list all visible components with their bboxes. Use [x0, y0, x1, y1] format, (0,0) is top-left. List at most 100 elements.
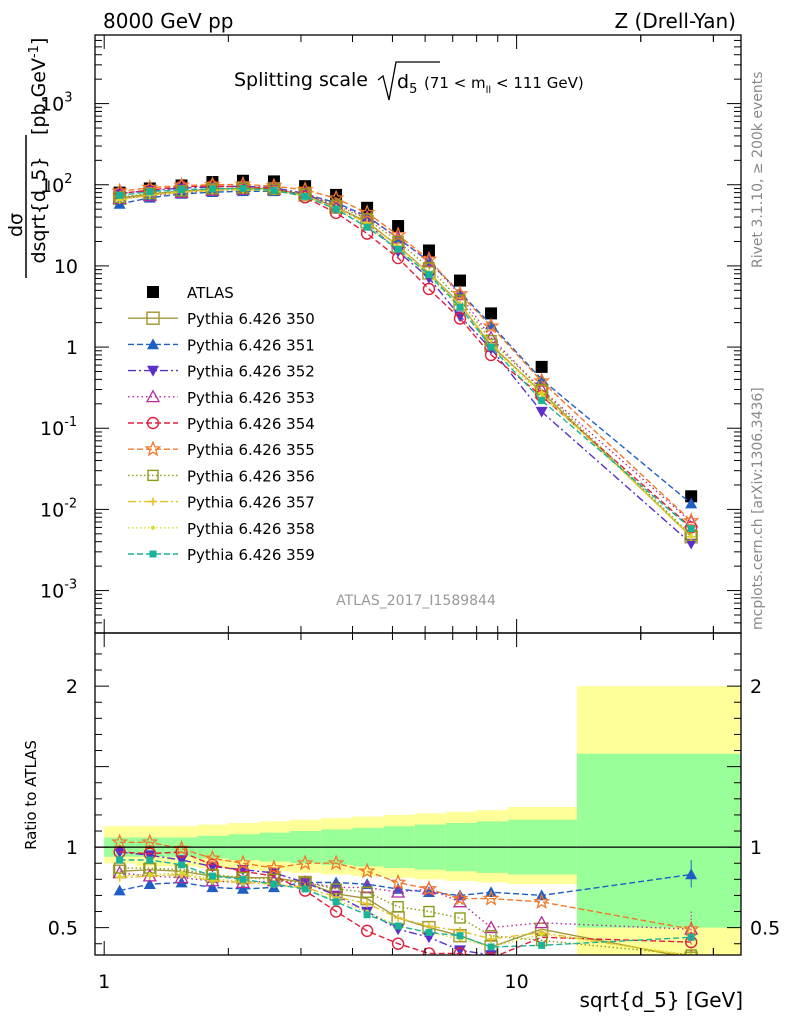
y-label-units-end: ] [28, 38, 50, 45]
legend-entry: Pythia 6.426 358 [128, 520, 315, 538]
legend-label: Pythia 6.426 355 [187, 441, 315, 459]
y-tick-label: 103 [40, 91, 72, 116]
series-4-ratio-point [390, 884, 406, 898]
series-4-ratio-point [328, 880, 344, 893]
series-4-main-line [119, 188, 692, 523]
series-3-ratio-point [175, 855, 188, 867]
series-0-point [422, 244, 435, 257]
series-10-point [116, 191, 124, 199]
series-5-ratio-point [485, 952, 497, 955]
legend-marker [147, 469, 159, 482]
series-5-ratio-point [206, 858, 219, 872]
series-6-ratio-point [265, 859, 283, 876]
series-3-ratio-line [119, 851, 496, 955]
analysis-watermark: ATLAS_2017_I1589844 [336, 593, 496, 609]
series-0-point [535, 360, 548, 373]
series-5-ratio-line [119, 851, 692, 955]
series-2-ratio-point [113, 884, 126, 896]
series-4-ratio-point [421, 881, 437, 895]
series-10-ratio-point [178, 861, 186, 869]
rivet-label: Rivet 3.1.10, ≥ 200k events [750, 71, 766, 268]
legend-entry: ATLAS [147, 284, 234, 302]
y-tick-label: 10-2 [40, 496, 77, 521]
mcplots-label: mcplots.cern.ch [arXiv:1306.3436] [750, 387, 766, 630]
main-panel-frame [94, 34, 742, 634]
legend-label: Pythia 6.426 359 [187, 546, 315, 564]
series-2-ratio-point [206, 881, 219, 893]
series-10-ratio-point [394, 922, 402, 930]
legend-entry: Pythia 6.426 357 [128, 494, 315, 512]
series-10-point [425, 271, 433, 279]
series-6-ratio [111, 833, 700, 937]
legend-marker [144, 440, 162, 457]
title-range-end: < 111 GeV) [491, 74, 583, 92]
series-10-point [208, 185, 216, 193]
header-left: 8000 GeV pp [103, 9, 234, 33]
x-tick-label: 10 [505, 971, 529, 993]
series-6-ratio-point [234, 854, 252, 871]
series-5-ratio-point [422, 947, 436, 955]
y-label-denominator: dsqrt{d_5} [28, 156, 50, 263]
series-10-ratio-point [146, 856, 154, 864]
y-tick-label: 10 [54, 256, 78, 278]
series-9-ratio-point [179, 870, 184, 875]
series-9-ratio-line [119, 872, 692, 955]
legend-label: Pythia 6.426 351 [187, 336, 315, 354]
series-10-point [456, 303, 464, 311]
series-10-point [363, 223, 371, 231]
series-4-ratio-point [174, 870, 189, 884]
series-10-point [394, 245, 402, 253]
series-3-ratio-point [299, 877, 312, 889]
series-5-ratio-point [329, 905, 343, 918]
series-10-point [270, 186, 278, 194]
legend-label: Pythia 6.426 353 [187, 389, 315, 407]
series-6-point [482, 317, 500, 334]
series-6-ratio-point [389, 873, 407, 890]
legend-marker [146, 311, 160, 325]
ratio-uncertainty-band [104, 686, 741, 955]
legend-marker [147, 286, 159, 298]
series-2-ratio-point [143, 878, 156, 889]
series-6-main-line [119, 183, 692, 522]
series-6-ratio-point [296, 854, 314, 871]
series-6-ratio-point [327, 854, 345, 871]
series-10-ratio-point [332, 898, 340, 906]
title-var-sub: 5 [409, 82, 417, 97]
title-range: (71 < m [424, 74, 486, 92]
series-10-point [687, 525, 695, 533]
legend-marker [149, 550, 157, 558]
legend-label: Pythia 6.426 357 [187, 494, 315, 512]
series-7-ratio-point [361, 886, 373, 898]
title-var-group: d5 [397, 71, 417, 97]
series-10-ratio-line [119, 859, 692, 948]
series-6-point [389, 226, 407, 243]
y-label-units: [pb,GeV [28, 58, 50, 135]
series-6-ratio-point [358, 862, 376, 879]
series-2-ratio-point [236, 882, 249, 894]
series-6-point [682, 512, 700, 529]
series-7-ratio-point [685, 949, 697, 955]
series-6-ratio-point [111, 833, 129, 850]
legend-entry: Pythia 6.426 350 [128, 310, 315, 328]
legend-marker [147, 338, 159, 350]
series-10-point [301, 192, 309, 200]
series-6-ratio-point [420, 880, 438, 897]
ratio-y-label: Ratio to ATLAS [22, 740, 40, 850]
series-6-point [327, 189, 345, 206]
series-1-ratio-point [684, 951, 698, 955]
ratio-y-tick-label-right: 2 [750, 676, 762, 698]
series-4-ratio-point [483, 920, 499, 934]
series-8-ratio-line [119, 873, 686, 955]
axis-ticks: 1 10 10-3 10-2 10-1 1 10 102 103 0.5 0.5 1 1 2 2 [40, 34, 780, 993]
series-10-point [538, 396, 546, 404]
title-range-sub: ll [486, 85, 492, 96]
series-10-ratio-point [425, 928, 433, 936]
title-main: Splitting scale [234, 69, 368, 91]
legend-label: Pythia 6.426 356 [187, 467, 315, 485]
legend-label: Pythia 6.426 350 [187, 310, 315, 328]
series-10-point [178, 186, 186, 194]
series-8-ratio-point [363, 899, 372, 908]
series-9-ratio-point [539, 932, 544, 937]
legend-marker [149, 497, 157, 506]
